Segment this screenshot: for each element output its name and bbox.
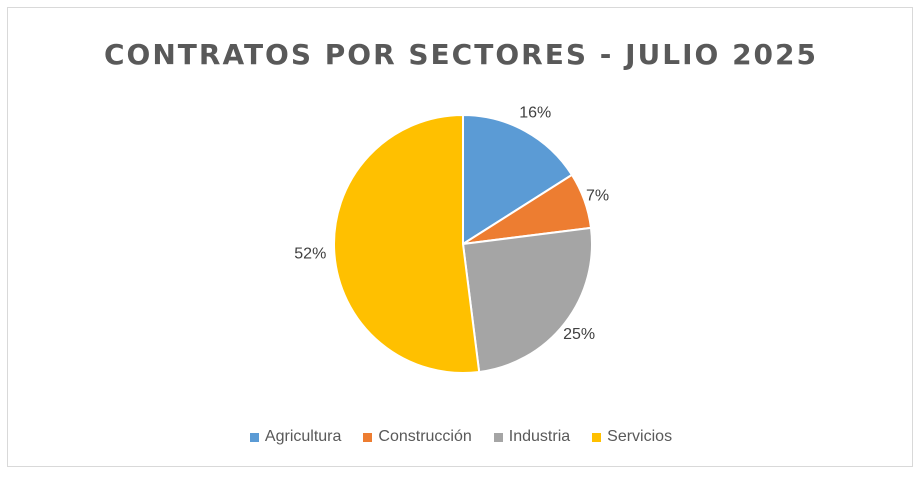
- chart-area: CONTRATOS POR SECTORES - JULIO 2025 16% 7…: [7, 7, 913, 467]
- legend-item-construccion: Construcción: [363, 428, 472, 446]
- legend: Agricultura Construcción Industria Servi…: [8, 428, 914, 446]
- legend-label: Servicios: [607, 428, 673, 445]
- legend-label: Construcción: [378, 428, 472, 445]
- legend-item-agricultura: Agricultura: [249, 428, 342, 446]
- data-label: 52%: [294, 246, 326, 263]
- data-label: 7%: [586, 188, 609, 205]
- legend-swatch: [363, 432, 373, 442]
- pie-slice-servicios: [333, 113, 481, 374]
- legend-swatch: [249, 432, 259, 442]
- pie-slice-industria: [461, 226, 593, 374]
- data-label: 25%: [563, 326, 595, 343]
- legend-swatch: [592, 432, 602, 442]
- legend-item-servicios: Servicios: [592, 428, 672, 446]
- pie-slice-agricultura: [462, 113, 574, 246]
- pie-chart: 16% 7% 25% 52%: [294, 105, 609, 374]
- legend-label: Agricultura: [264, 428, 342, 445]
- legend-item-industria: Industria: [493, 428, 571, 446]
- chart-title: CONTRATOS POR SECTORES - JULIO 2025: [104, 38, 818, 71]
- data-label: 16%: [519, 105, 551, 122]
- legend-swatch: [493, 432, 503, 442]
- legend-label: Industria: [508, 428, 571, 445]
